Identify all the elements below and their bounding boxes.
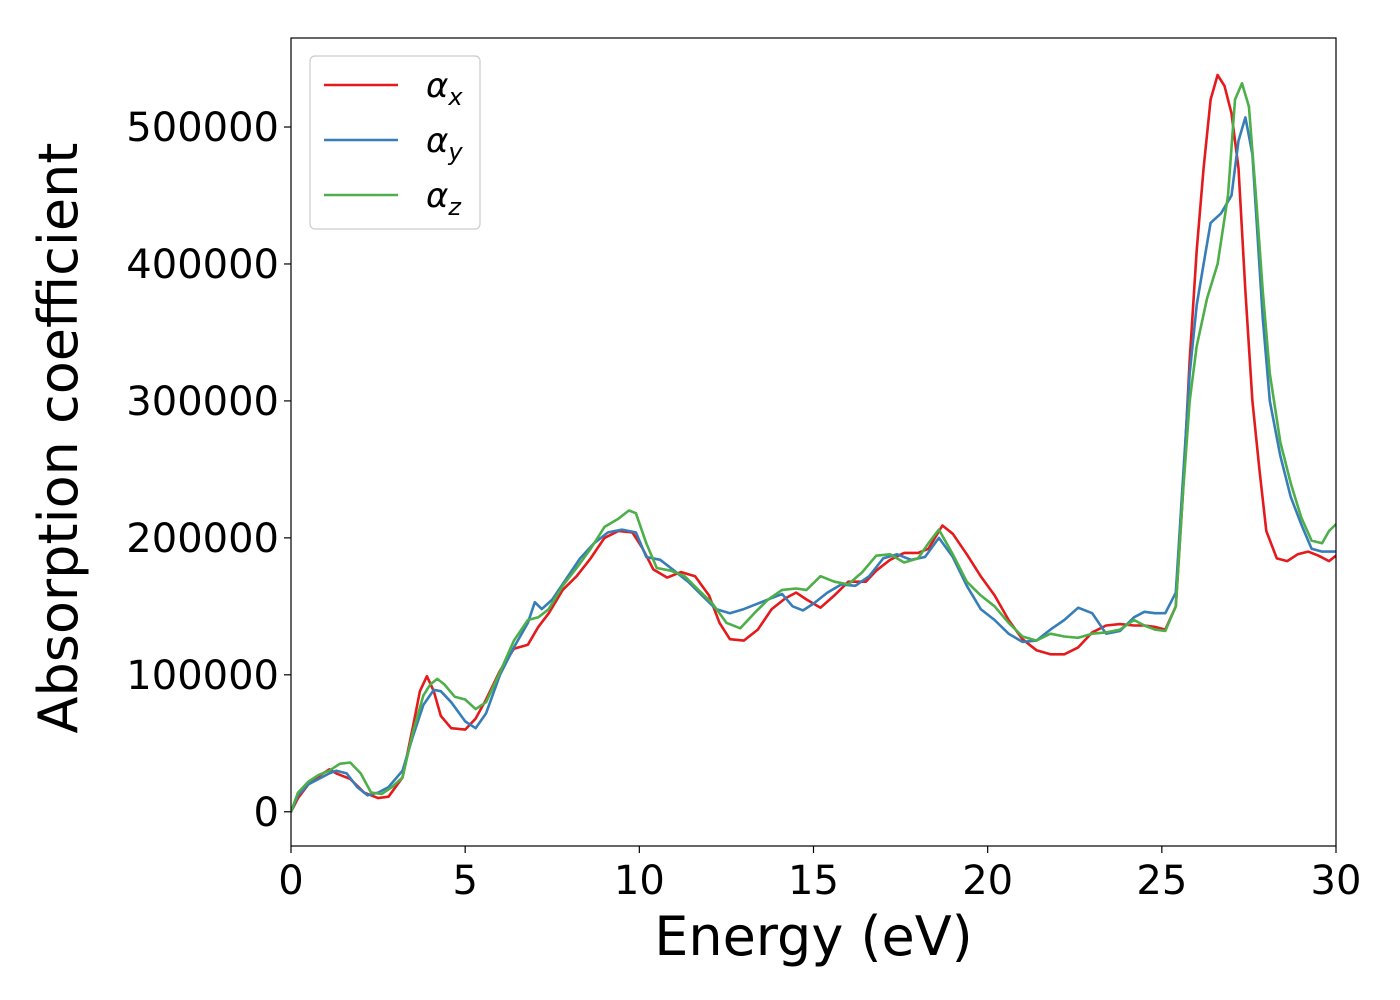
y-tick-label: 500000 <box>126 105 279 151</box>
x-axis-title: Energy (eV) <box>654 905 973 968</box>
x-tick-label: 15 <box>788 858 839 904</box>
legend-label-y: αy <box>426 121 463 166</box>
plot-area <box>291 73 1336 814</box>
x-tick-label: 20 <box>962 858 1013 904</box>
legend: αx αy αz <box>309 55 481 230</box>
y-axis-title: Absorption coefficient <box>27 143 90 734</box>
x-tick-label: 10 <box>614 858 665 904</box>
x-tick-label: 30 <box>1311 858 1362 904</box>
x-tick-label: 0 <box>278 858 303 904</box>
plot-frame <box>290 37 1337 847</box>
x-tick-label: 5 <box>452 858 477 904</box>
legend-label-z: αz <box>426 176 462 221</box>
x-tick-label: 25 <box>1136 858 1187 904</box>
legend-box <box>309 55 481 230</box>
series-line-x <box>291 73 1336 814</box>
series-line-z <box>291 81 1336 814</box>
y-tick-label: 0 <box>254 790 279 836</box>
y-tick-label: 400000 <box>126 242 279 288</box>
y-tick-label: 300000 <box>126 379 279 425</box>
legend-label-x: αx <box>426 66 463 111</box>
y-tick-label: 100000 <box>126 653 279 699</box>
y-tick-label: 200000 <box>126 516 279 562</box>
axis-ticks: 0 5 10 15 20 25 30 0 100000 200000 300000 400000 500… <box>126 105 1361 904</box>
series-line-y <box>291 116 1336 814</box>
